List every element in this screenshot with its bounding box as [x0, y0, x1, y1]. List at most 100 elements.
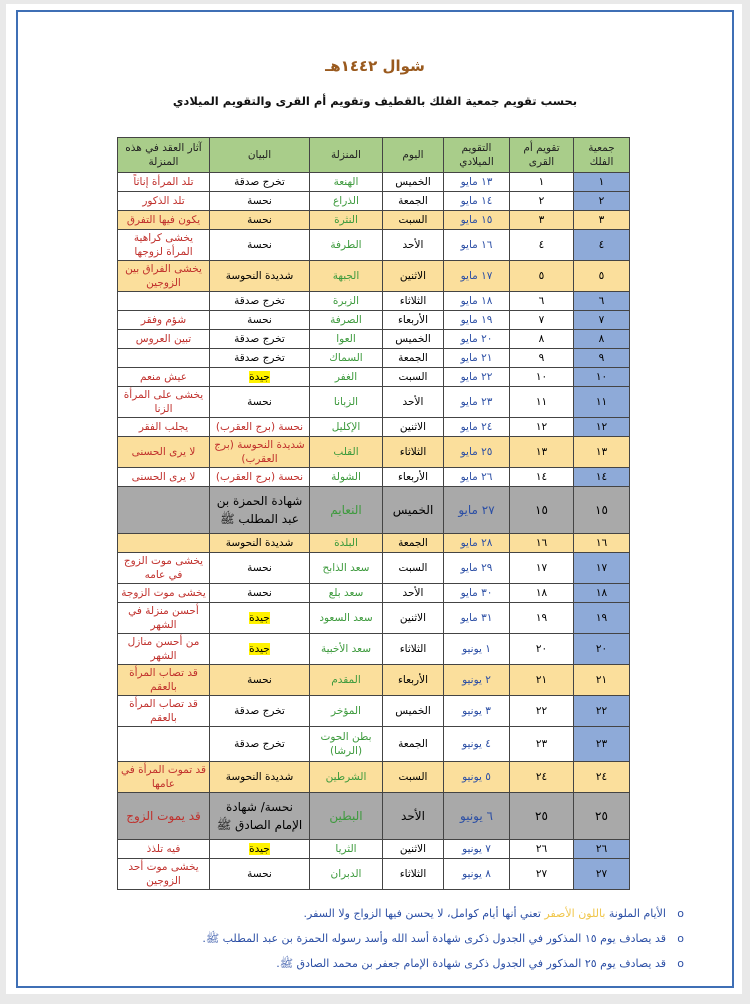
table-row: ٢٠ ٢٠ ١ يونيو الثلاثاء سعد الأخبية جيدة من أحس…: [117, 633, 630, 665]
cell-bayan: جيدة: [209, 839, 310, 859]
good-highlight: جيدة: [249, 643, 270, 655]
table-row: ١٥ ١٥ ٢٧ مايو الخميس النعايم شهادة الحمزة بن …: [117, 486, 630, 534]
cell-falak: ٢١: [573, 664, 630, 696]
cell-falak: ١٥: [573, 486, 630, 534]
cell-date: ٢٢ مايو: [443, 367, 510, 387]
table-row: ٥ ٥ ١٧ مايو الاثنين الجبهة شديدة النحوسة يخشى …: [117, 260, 630, 292]
cell-date: ٣١ مايو: [443, 602, 510, 634]
table-row: ١٢ ١٢ ٢٤ مايو الاثنين الإكليل نحسة (برج العقر…: [117, 417, 630, 437]
cell-falak: ٨: [573, 329, 630, 349]
cell-effect: قد تموت المرأة في عامها: [117, 761, 210, 793]
cell-manzila: البلدة: [309, 533, 383, 553]
cell-day: الثلاثاء: [382, 858, 444, 890]
cell-date: ١٣ مايو: [443, 172, 510, 192]
cell-day: الأربعاء: [382, 310, 444, 330]
notes-list: الأيام الملونة باللون الأصفر تعني أنها أ…: [50, 906, 684, 971]
cell-manzila: البطين: [309, 792, 383, 840]
cell-falak: ٥: [573, 260, 630, 292]
cell-bayan: نحسة: [209, 583, 310, 603]
table-row: ٢ ٢ ١٤ مايو الجمعة الذراع نحسة تلد الذكور: [117, 191, 630, 211]
cell-falak: ٢٦: [573, 839, 630, 859]
cell-umm: ١٤: [509, 467, 574, 487]
good-highlight: جيدة: [249, 612, 270, 624]
table-row: ١٦ ١٦ ٢٨ مايو الجمعة البلدة شديدة النحوسة: [117, 533, 630, 553]
cell-day: الأحد: [382, 229, 444, 261]
cell-bayan: تخرج صدقة: [209, 291, 310, 311]
cell-day: الجمعة: [382, 726, 444, 762]
cell-bayan: تخرج صدقة: [209, 329, 310, 349]
cell-manzila: سعد الأخبية: [309, 633, 383, 665]
table-row: ١٠ ١٠ ٢٢ مايو السبت الغفر جيدة عيش منعم: [117, 367, 630, 387]
cell-umm: ٣: [509, 210, 574, 230]
cell-bayan: جيدة: [209, 602, 310, 634]
cell-manzila: الهنعة: [309, 172, 383, 192]
cell-day: الاثنين: [382, 417, 444, 437]
cell-effect: شؤم وفقر: [117, 310, 210, 330]
cell-bayan: نحسة: [209, 664, 310, 696]
header-day: اليوم: [382, 137, 444, 173]
cell-umm: ٤: [509, 229, 574, 261]
cell-effect: تبين العروس: [117, 329, 210, 349]
cell-day: الخميس: [382, 695, 444, 727]
cell-day: الجمعة: [382, 191, 444, 211]
cell-umm: ٩: [509, 348, 574, 368]
cell-falak: ١٩: [573, 602, 630, 634]
cell-manzila: المقدم: [309, 664, 383, 696]
cell-falak: ١٦: [573, 533, 630, 553]
cell-date: ٢٥ مايو: [443, 436, 510, 468]
cell-manzila: الثريا: [309, 839, 383, 859]
cell-umm: ٢: [509, 191, 574, 211]
cell-umm: ٢٠: [509, 633, 574, 665]
table-row: ١٧ ١٧ ٢٩ مايو السبت سعد الذابح نحسة يخشى موت ا…: [117, 552, 630, 584]
cell-manzila: النعايم: [309, 486, 383, 534]
cell-date: ٢٣ مايو: [443, 386, 510, 418]
cell-effect: [117, 486, 210, 534]
table-row: ٣ ٣ ١٥ مايو السبت النثرة نحسة يكون فيها التفرق: [117, 210, 630, 230]
table-row: ٤ ٤ ١٦ مايو الأحد الطرفة نحسة يخشى كراهية المر…: [117, 229, 630, 261]
cell-bayan: تخرج صدقة: [209, 172, 310, 192]
cell-manzila: سعد الذابح: [309, 552, 383, 584]
cell-effect: لا يرى الحسنى: [117, 467, 210, 487]
cell-day: الخميس: [382, 172, 444, 192]
cell-effect: يكون فيها التفرق: [117, 210, 210, 230]
cell-date: ٥ يونيو: [443, 761, 510, 793]
cell-umm: ١٣: [509, 436, 574, 468]
cell-date: ٣ يونيو: [443, 695, 510, 727]
cell-date: ٢٨ مايو: [443, 533, 510, 553]
cell-effect: [117, 348, 210, 368]
cell-bayan: نحسة/ شهادة الإمام الصادق ﷺ: [209, 792, 310, 840]
page-title: شوال ١٤٤٢هـ: [325, 57, 425, 75]
table-row: ٢٤ ٢٤ ٥ يونيو السبت الشرطين شديدة النحوسة قد ت…: [117, 761, 630, 793]
cell-date: ٢٠ مايو: [443, 329, 510, 349]
table-body: ١ ١ ١٣ مايو الخميس الهنعة تخرج صدقة تلد المرأة…: [117, 172, 630, 890]
table-row: ٢٢ ٢٢ ٣ يونيو الخميس المؤخر تخرج صدقة قد تصاب …: [117, 695, 630, 727]
cell-day: الثلاثاء: [382, 291, 444, 311]
cell-date: ١٦ مايو: [443, 229, 510, 261]
table-row: ١١ ١١ ٢٣ مايو الأحد الزبانا نحسة يخشى على المر…: [117, 386, 630, 418]
table-row: ٨ ٨ ٢٠ مايو الخميس العوا تخرج صدقة تبين العروس: [117, 329, 630, 349]
table-row: ٢٧ ٢٧ ٨ يونيو الثلاثاء الدبران نحسة يخشى موت أ…: [117, 858, 630, 890]
cell-manzila: الشرطين: [309, 761, 383, 793]
cell-umm: ١: [509, 172, 574, 192]
cell-bayan: تخرج صدقة: [209, 726, 310, 762]
cell-day: السبت: [382, 552, 444, 584]
cell-effect: قد تصاب المرأة بالعقم: [117, 664, 210, 696]
cell-day: الاثنين: [382, 602, 444, 634]
cell-bayan: نحسة: [209, 310, 310, 330]
cell-falak: ١٠: [573, 367, 630, 387]
cell-effect: يخشى موت أحد الزوجين: [117, 858, 210, 890]
cell-falak: ٦: [573, 291, 630, 311]
cell-day: الاثنين: [382, 260, 444, 292]
calendar-table: جمعية الفلك تقويم أم القرى التقويم الميل…: [117, 137, 630, 890]
cell-manzila: الزبرة: [309, 291, 383, 311]
cell-falak: ١٧: [573, 552, 630, 584]
cell-umm: ٢٢: [509, 695, 574, 727]
cell-effect: [117, 726, 210, 762]
cell-bayan: جيدة: [209, 367, 310, 387]
table-row: ١٣ ١٣ ٢٥ مايو الثلاثاء القلب شديدة النحوسة (ب…: [117, 436, 630, 468]
cell-umm: ٦: [509, 291, 574, 311]
cell-umm: ٥: [509, 260, 574, 292]
cell-umm: ١٧: [509, 552, 574, 584]
cell-day: الجمعة: [382, 533, 444, 553]
cell-bayan: شديدة النحوسة: [209, 761, 310, 793]
